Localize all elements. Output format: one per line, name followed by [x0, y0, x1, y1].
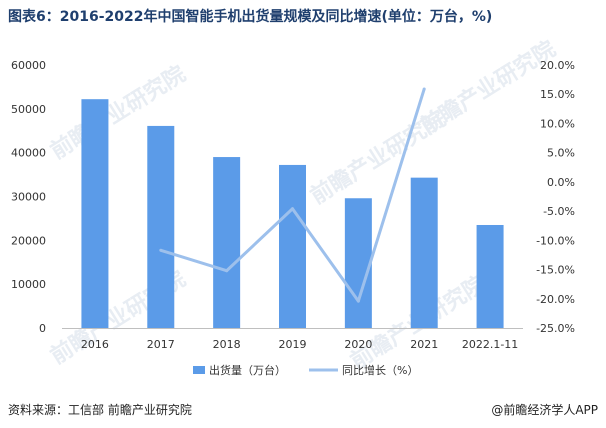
y-right-tick-label: -5.0%: [543, 205, 575, 218]
bar-2021: [410, 177, 438, 328]
growth-point-2019: [291, 207, 294, 211]
x-tick-label: 2022.1-11: [462, 338, 518, 351]
y-left-tick-label: 10000: [11, 278, 46, 291]
y-left-tick-label: 40000: [11, 147, 46, 160]
x-axis: 2016 2017 2018 2019 2020 2021 2022.1-11: [62, 328, 523, 351]
legend-bar-swatch: [193, 366, 205, 374]
y-right-tick-label: 0.0%: [547, 176, 575, 189]
y-left-tick-label: 20000: [11, 234, 46, 247]
bar-2022.1-11: [476, 224, 504, 328]
y-right-tick-label: -20.0%: [536, 293, 575, 306]
y-right-tick-label: 10.0%: [540, 117, 575, 130]
y-left-tick-label: 0: [39, 322, 46, 335]
x-tick-label: 2017: [147, 338, 175, 351]
x-tick-label: 2018: [213, 338, 241, 351]
source-note: 资料来源：工信部 前瞻产业研究院: [8, 403, 192, 417]
y-left-tick-label: 60000: [11, 59, 46, 72]
bar-2019: [279, 164, 306, 328]
growth-point-2020: [356, 299, 360, 303]
x-tick-label: 2021: [410, 338, 438, 351]
x-tick-label: 2016: [81, 338, 109, 351]
x-tick-label: 2020: [344, 338, 372, 351]
y-right-tick-label: 5.0%: [547, 147, 575, 160]
y-right-tick-label: 15.0%: [540, 88, 575, 101]
y-axis-right: -25.0% -20.0% -15.0% -10.0% -5.0% 0.0% 5.0% 10.…: [536, 59, 575, 335]
legend-bar-label: 出货量（万台）: [209, 363, 286, 377]
legend: 出货量（万台） 同比增长（%）: [193, 363, 418, 377]
y-right-tick-label: -10.0%: [536, 234, 575, 247]
bar-2017: [147, 125, 175, 328]
growth-point-2017: [159, 248, 163, 252]
y-right-tick-label: -15.0%: [536, 264, 575, 277]
bar-series: [81, 99, 504, 328]
y-left-tick-label: 50000: [11, 103, 46, 116]
bar-2018: [213, 157, 241, 328]
y-axis-left: 0 10000 20000 30000 40000 50000 60000: [11, 59, 46, 335]
bar-2016: [81, 99, 109, 328]
growth-point-2018: [225, 269, 229, 273]
line-series: [159, 87, 426, 303]
y-right-tick-label: 20.0%: [540, 59, 575, 72]
growth-point-2021: [422, 87, 426, 91]
credit-note: @前瞻经济学人APP: [491, 403, 598, 417]
y-right-tick-label: -25.0%: [536, 322, 575, 335]
bar-2020: [344, 198, 372, 328]
y-left-tick-label: 30000: [11, 191, 46, 204]
chart-title: 图表6：2016-2022年中国智能手机出货量规模及同比增速(单位：万台，%): [8, 9, 493, 25]
x-tick-label: 2019: [279, 338, 307, 351]
legend-line-label: 同比增长（%）: [342, 363, 418, 377]
